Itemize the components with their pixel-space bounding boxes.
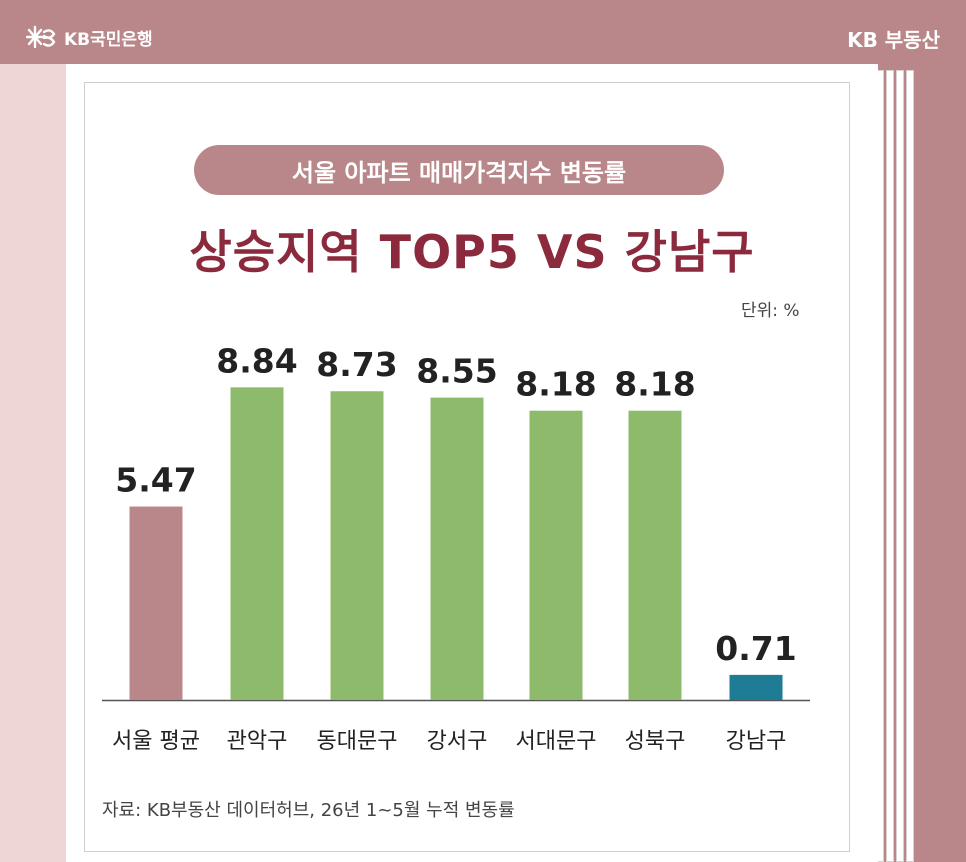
source-note: 자료: KB부동산 데이터허브, 26년 1~5월 누적 변동률	[102, 800, 515, 821]
data-label-6: 0.71	[715, 629, 796, 668]
category-label-4: 서대문구	[516, 729, 597, 754]
data-label-1: 8.84	[216, 341, 297, 380]
top-bar: KB국민은행 KB 부동산	[0, 0, 966, 64]
bar-6	[729, 674, 783, 700]
category-label-6: 강남구	[726, 729, 787, 754]
category-label-0: 서울 평균	[112, 729, 200, 754]
data-label-2: 8.73	[316, 345, 397, 384]
data-label-5: 8.18	[614, 365, 695, 404]
data-label-4: 8.18	[515, 365, 596, 404]
category-label-2: 동대문구	[317, 729, 398, 754]
bar-2	[330, 391, 384, 700]
card-frame	[84, 82, 850, 852]
category-label-1: 관악구	[227, 729, 288, 754]
category-label-3: 강서구	[427, 729, 488, 754]
bar-0	[129, 506, 183, 700]
data-label-3: 8.55	[416, 352, 497, 391]
bar-chart: 5.47 서울 평균 8.84 관악구 8.73 동대문구 8.55 강서구 8.18 서대문구 8…	[102, 341, 810, 754]
bar-5	[628, 410, 682, 700]
page-edge	[896, 70, 904, 862]
page-edge	[886, 70, 894, 862]
chart-title: 상승지역 TOP5 VS 강남구	[189, 225, 755, 279]
category-label-5: 성북구	[625, 729, 686, 754]
subtitle-pill: 서울 아파트 매매가격지수 변동률	[194, 145, 724, 195]
bar-4	[529, 410, 583, 700]
kb-real-estate-brand: KB 부동산	[847, 28, 940, 52]
kb-star-icon	[26, 25, 56, 49]
bank-name: KB국민은행	[64, 29, 153, 50]
page-edge	[906, 70, 914, 862]
data-label-0: 5.47	[115, 461, 196, 500]
kb-bank-logo: KB국민은행	[26, 24, 153, 50]
bar-1	[230, 387, 284, 700]
unit-label: 단위: %	[741, 301, 800, 321]
chart-card: 서울 아파트 매매가격지수 변동률 상승지역 TOP5 VS 강남구 단위: %…	[66, 64, 878, 862]
left-decor-strip	[0, 64, 66, 862]
bar-3	[430, 397, 484, 700]
